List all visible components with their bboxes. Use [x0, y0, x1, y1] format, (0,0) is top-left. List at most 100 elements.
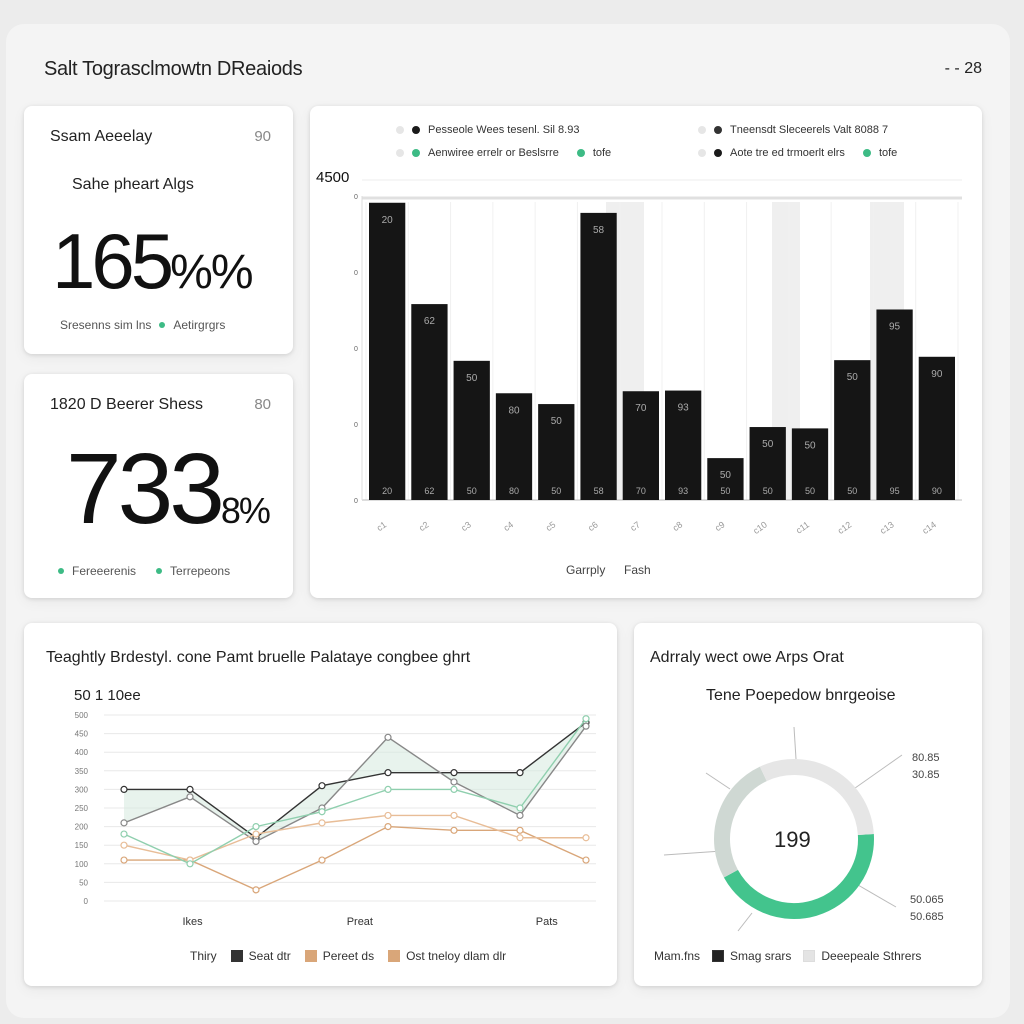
data-point — [384, 733, 392, 741]
bar-label: 58 — [593, 225, 605, 236]
legend-item[interactable]: Aenwiree errelr or Beslsrre tofe — [396, 147, 611, 159]
line-legend: Thiry Seat dtr Pereet ds Ost tneloy dlam… — [190, 949, 506, 963]
legend-swatch — [698, 126, 706, 134]
bar-label: 20 — [382, 215, 394, 226]
kpi-footer-left: Sresenns sim lns — [60, 318, 152, 332]
bar-label: 50 — [720, 486, 730, 496]
legend-swatch — [714, 126, 722, 134]
kpi-card-secondary[interactable]: 1820 D Beerer Shess 80 7338% Fereeerenis… — [24, 374, 293, 598]
legend-item[interactable]: Pesseole Wees tesenl. Sil 8.93 — [396, 124, 579, 136]
data-point — [318, 782, 326, 790]
legend-label: Pesseole Wees tesenl. Sil 8.93 — [428, 124, 580, 136]
legend-label: Seat dtr — [248, 949, 291, 963]
legend-label: Aenwiree errelr or Beslsrre — [428, 147, 559, 159]
data-point — [450, 826, 458, 834]
x-tick-label: c11 — [794, 519, 811, 535]
legend-item[interactable]: Seat dtr — [230, 949, 291, 963]
y-tick-label: 250 — [75, 804, 89, 813]
legend-swatch — [412, 126, 420, 134]
legend-item[interactable]: Ost tneloy dlam dlr — [388, 949, 506, 963]
bar-chart: 4500 Garrply Fash 0 0 0 0 0 20 20 c1 62 62 c2 50 50 c… — [316, 169, 962, 577]
bar-label: 50 — [762, 439, 774, 450]
donut-chart-card[interactable]: Adrraly wect owe Arps Orat Tene Poepedow… — [634, 623, 982, 986]
data-point — [252, 823, 260, 831]
y-tick-label: 0 — [354, 498, 358, 505]
data-point — [384, 811, 392, 820]
legend-swatch — [698, 149, 706, 157]
legend-label: tofe — [592, 147, 612, 159]
bar — [665, 390, 702, 500]
legend-swatch — [412, 149, 420, 157]
legend-swatch — [304, 950, 317, 962]
data-point — [582, 722, 590, 730]
y-tick-label: 100 — [75, 860, 89, 869]
bar-label: 58 — [594, 486, 604, 496]
y-tick-label: 0 — [354, 422, 358, 429]
bar — [918, 356, 955, 500]
legend-swatch — [862, 149, 871, 157]
data-point — [252, 886, 260, 894]
legend-item[interactable]: Mam.fns — [654, 949, 701, 963]
data-point — [516, 834, 524, 842]
data-point — [516, 769, 524, 777]
page-title: Salt Tograsclmowtn DReaiods — [44, 58, 303, 80]
legend-item[interactable]: Pereet ds — [304, 949, 374, 963]
legend-swatch — [803, 950, 816, 962]
leader-line — [847, 754, 903, 794]
data-point — [450, 769, 458, 777]
data-point — [450, 778, 458, 786]
bar-label: 50 — [804, 440, 816, 451]
data-point — [186, 785, 194, 793]
bar-label: 20 — [382, 486, 392, 496]
y-tick-label: 50 — [79, 878, 88, 887]
legend-label: Tneensdt Sleceerels Valt 8088 7 — [730, 124, 889, 136]
bar-label: 50 — [805, 486, 815, 496]
legend-label: Ost tneloy dlam dlr — [406, 949, 507, 963]
legend-item[interactable]: Thiry — [190, 949, 217, 963]
legend-swatch — [712, 950, 725, 962]
card-title: Teaghtly Brdestyl. cone Pamt bruelle Pal… — [46, 649, 471, 666]
kpi-card-primary[interactable]: Ssam Aeeelay 90 Sahe pheart Algs 165%% S… — [24, 106, 293, 354]
leader-line — [737, 912, 753, 932]
legend-item[interactable]: Aote tre ed trmoerlt elrs tofe — [698, 147, 897, 159]
y-tick-label: 500 — [75, 711, 89, 720]
kpi-value-number: 165 — [52, 217, 174, 305]
line-chart-card[interactable]: Teaghtly Brdestyl. cone Pamt bruelle Pal… — [24, 623, 617, 986]
x-tick-label: c13 — [878, 519, 896, 536]
x-tick-label: c9 — [713, 519, 727, 533]
legend-swatch — [396, 126, 404, 134]
x-tick-label: Ikes — [182, 916, 203, 928]
bar-label: 95 — [890, 486, 900, 496]
x-tick-label: Pats — [536, 916, 559, 928]
x-tick-label: c10 — [751, 519, 769, 536]
y-tick-label: 450 — [75, 730, 89, 739]
bar — [495, 393, 533, 500]
kpi-footer-left: Fereeerenis — [72, 564, 137, 578]
legend-item[interactable]: Tneensdt Sleceerels Valt 8088 7 — [698, 124, 888, 136]
kpi-value-suffix: 8% — [220, 490, 271, 531]
bar-axis-max-label: 4500 — [316, 169, 349, 186]
bar — [834, 360, 871, 500]
header-date-indicator[interactable]: - - 28 — [944, 60, 982, 77]
card-title: Adrraly wect owe Arps Orat — [650, 649, 844, 666]
bar-chart-card[interactable]: Pesseole Wees tesenl. Sil 8.93 Tneensdt … — [310, 106, 982, 598]
data-point — [450, 785, 458, 793]
y-tick-label: 0 — [354, 346, 358, 353]
legend-item[interactable]: Smag srars — [712, 949, 791, 963]
bar-label: 50 — [763, 486, 773, 496]
kpi-title: 1820 D Beerer Shess — [50, 396, 203, 413]
y-tick-label: 0 — [354, 270, 358, 277]
data-point — [384, 785, 392, 793]
data-point — [252, 830, 260, 838]
legend-label: Aote tre ed trmoerlt elrs — [730, 147, 845, 159]
donut-subtitle: Tene Poepedow bnrgeoise — [706, 687, 896, 704]
bar — [749, 427, 786, 500]
x-tick-label: c4 — [502, 519, 516, 533]
legend-item[interactable]: Deeepeale Sthrers — [803, 949, 921, 963]
data-point — [384, 769, 392, 777]
green-dot-icon — [58, 568, 64, 574]
bar-label: 93 — [678, 403, 690, 414]
data-point — [120, 856, 128, 864]
legend-swatch — [576, 149, 585, 157]
bar-label: 50 — [466, 373, 478, 384]
